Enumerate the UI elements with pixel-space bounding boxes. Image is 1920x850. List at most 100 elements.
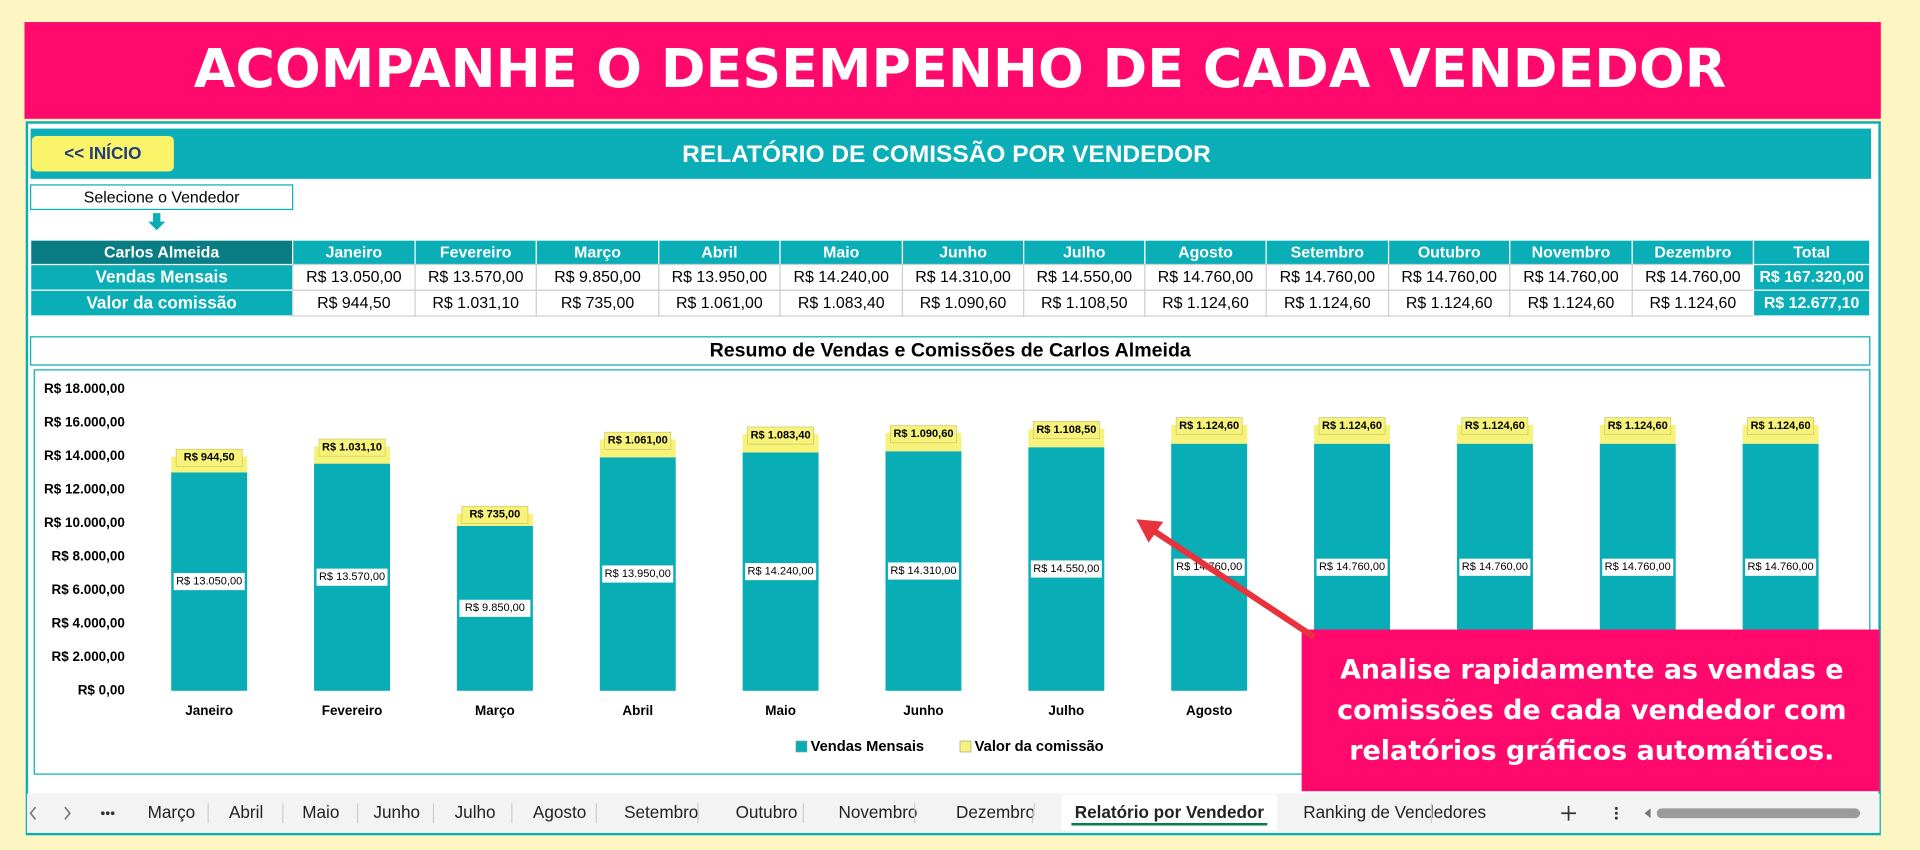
table-cell <box>1752 289 1871 317</box>
sheet-tab[interactable]: Abril <box>229 802 263 822</box>
table-header-text: Abril <box>701 245 737 262</box>
sheet-tab[interactable]: Outubro <box>736 802 798 822</box>
callout-arrow <box>1149 526 1316 640</box>
sheet-tab[interactable]: Relatório por Vendedor <box>1075 802 1265 822</box>
table-value: R$ 13.570,00 <box>428 269 524 286</box>
table-value: R$ 735,00 <box>561 295 635 312</box>
data-label: R$ 13.950,00 <box>605 568 671 580</box>
table-value: R$ 1.031,10 <box>432 295 519 312</box>
table-header-text: Janeiro <box>326 245 383 262</box>
table-value: R$ 14.760,00 <box>1280 269 1376 286</box>
chart-title: Resumo de Vendas e Comissões de Carlos A… <box>710 340 1192 362</box>
scrollbar[interactable] <box>1656 808 1860 819</box>
y-tick-label: R$ 6.000,00 <box>52 582 125 597</box>
selector-box[interactable] <box>30 184 294 211</box>
data-label-box <box>318 438 386 457</box>
sheet-tab[interactable]: Setembro <box>624 802 698 822</box>
sheet-tab[interactable]: Junho <box>373 802 420 822</box>
table-header-text: Novembro <box>1532 245 1611 262</box>
add-sheet-icon[interactable] <box>1561 805 1576 821</box>
table-header-cell <box>779 239 904 266</box>
table-label: Vendas Mensais <box>95 267 227 287</box>
data-label: R$ 14.760,00 <box>1748 561 1814 573</box>
callout-line: comissões de cada vendedor com <box>1337 695 1846 726</box>
home-button-label[interactable]: << INÍCIO <box>64 143 141 163</box>
sheet-tab[interactable]: Julho <box>455 802 496 822</box>
table-header-cell <box>1387 239 1511 266</box>
y-tick-label: R$ 18.000,00 <box>44 381 125 396</box>
sheet-tab[interactable]: Março <box>148 802 196 822</box>
table-cell <box>30 289 294 317</box>
table-value: R$ 13.050,00 <box>306 269 402 286</box>
data-label: R$ 14.550,00 <box>1033 563 1099 575</box>
table-header-text: Carlos Almeida <box>104 245 219 262</box>
y-tick-label: R$ 0,00 <box>78 682 125 697</box>
tab-more-icon[interactable] <box>101 811 115 816</box>
sheet-header <box>30 128 1872 179</box>
table-value: R$ 14.760,00 <box>1523 269 1619 286</box>
tab-separator <box>1031 803 1036 824</box>
options-icon[interactable] <box>1614 806 1618 820</box>
data-label: R$ 13.570,00 <box>319 571 385 583</box>
tab-nav-arrows[interactable] <box>29 806 71 820</box>
table-label: R$ 12.677,10 <box>1764 295 1860 312</box>
data-label-box <box>887 562 959 580</box>
data-label-box <box>1175 417 1243 435</box>
y-tick-label: R$ 12.000,00 <box>44 481 125 496</box>
sheet-tab[interactable]: Novembro <box>838 802 917 822</box>
table-header-cell <box>414 239 537 266</box>
table-header-cell <box>1752 239 1871 266</box>
table-cell <box>414 263 537 291</box>
sheet-tab[interactable]: Agosto <box>533 802 586 822</box>
callout <box>1301 629 1880 792</box>
sheet-tab[interactable]: Dezembro <box>956 802 1035 822</box>
banner <box>24 22 1881 119</box>
table-header-cell <box>292 239 416 266</box>
table-value: R$ 9.850,00 <box>554 269 641 286</box>
x-tick-label: Junho <box>903 703 943 718</box>
table-value: R$ 1.124,60 <box>1650 295 1737 312</box>
y-tick-label: R$ 8.000,00 <box>52 548 125 563</box>
table-header-text: Maio <box>823 245 860 262</box>
sheet-tab[interactable]: Ranking de Vendedores <box>1303 802 1486 822</box>
sheet-title: RELATÓRIO DE COMISSÃO POR VENDEDOR <box>682 140 1211 168</box>
home-button[interactable] <box>31 135 174 172</box>
table-cell <box>779 263 904 291</box>
table-header-text: Fevereiro <box>440 245 512 262</box>
banner-title: ACOMPANHE O DESEMPENHO DE CADA VENDEDOR <box>194 37 1727 100</box>
table-cell <box>658 263 781 291</box>
data-label: R$ 13.050,00 <box>176 575 242 587</box>
data-label: R$ 1.061,00 <box>608 435 668 447</box>
table-header-cell <box>1144 239 1267 266</box>
data-label: R$ 735,00 <box>469 509 520 521</box>
data-label: R$ 1.124,60 <box>1751 420 1811 432</box>
x-tick-label: Julho <box>1048 703 1084 718</box>
scroll-left-icon[interactable] <box>1644 808 1651 819</box>
table-header-cell <box>1509 239 1633 266</box>
data-label-box <box>1318 417 1386 435</box>
data-label-box <box>1747 417 1814 435</box>
table-value: R$ 14.760,00 <box>1645 269 1741 286</box>
table-header-cell <box>1631 239 1755 266</box>
data-label-box <box>890 425 957 444</box>
table: Carlos Almeida Janeiro Fevereiro Março Abril… <box>30 239 1871 317</box>
chart-title-box <box>30 336 1871 366</box>
legend-swatch <box>959 740 972 753</box>
data-label: R$ 14.310,00 <box>890 565 956 577</box>
x-tick-label: Fevereiro <box>322 703 383 718</box>
sheet-tab[interactable]: Maio <box>302 802 339 822</box>
table-value: R$ 14.240,00 <box>793 269 889 286</box>
data-label-box <box>461 505 529 524</box>
table-value: R$ 1.124,60 <box>1162 295 1249 312</box>
data-label-box <box>604 431 672 450</box>
table-header-cell <box>901 239 1025 266</box>
x-tick-label: Abril <box>622 703 653 718</box>
callout-line: Analise rapidamente as vendas e <box>1340 655 1844 686</box>
y-tick-label: R$ 10.000,00 <box>44 515 125 530</box>
data-label-box <box>316 568 388 586</box>
data-label-box <box>602 565 674 583</box>
table-cell <box>658 289 781 317</box>
x-tick-label: Agosto <box>1186 703 1232 718</box>
table-value: R$ 14.760,00 <box>1158 269 1254 286</box>
table-cell <box>1509 289 1633 317</box>
